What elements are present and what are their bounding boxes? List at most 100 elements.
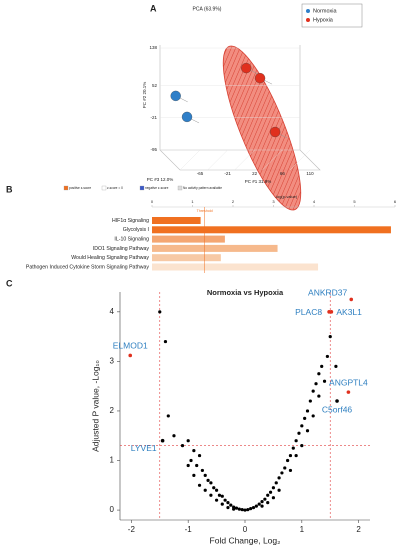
volcano-point xyxy=(303,416,307,420)
y-axis-label: Adjusted P value, -Log₁₀ xyxy=(90,360,100,452)
bar xyxy=(152,235,225,243)
volcano-point xyxy=(297,431,301,435)
volcano-point xyxy=(220,494,224,498)
volcano-point xyxy=(212,486,216,490)
volcano-point xyxy=(203,488,207,492)
volcano-point xyxy=(277,476,281,480)
y-tick-label: 0 xyxy=(110,505,115,514)
x-axis-label: PC #1 31.9% xyxy=(245,179,272,184)
volcano-point xyxy=(280,471,284,475)
volcano-point xyxy=(226,506,230,510)
volcano-point xyxy=(300,444,304,448)
volcano-point xyxy=(223,498,227,502)
volcano-point xyxy=(294,439,298,443)
pca-point xyxy=(254,72,266,84)
y-tick-label: 1 xyxy=(110,456,115,465)
volcano-point xyxy=(334,364,338,368)
pca-point xyxy=(170,90,181,102)
legend-swatch xyxy=(63,185,69,191)
y-tick-label: 3 xyxy=(110,357,115,366)
volcano-point xyxy=(271,496,276,500)
volcano-point xyxy=(172,434,176,438)
category-label: Would Healing Signaling Pathway xyxy=(71,255,149,261)
volcano-point xyxy=(166,414,170,418)
volcano-point xyxy=(314,382,318,386)
volcano-point xyxy=(274,481,278,485)
volcano-point xyxy=(243,508,247,512)
volcano-point xyxy=(186,439,190,443)
bar xyxy=(152,263,319,271)
x-tick-label: 0 xyxy=(243,525,248,534)
y-tick-label: 2 xyxy=(110,406,115,415)
x-tick-label: 2 xyxy=(232,199,235,204)
bar xyxy=(152,254,221,262)
gene-label: AK3L1 xyxy=(336,307,362,317)
panel-label: A xyxy=(150,3,157,13)
volcano-point xyxy=(308,399,312,403)
volcano-point xyxy=(257,502,261,506)
volcano-point xyxy=(163,339,168,344)
panel-label: C xyxy=(6,278,13,288)
hypoxia-ellipse xyxy=(222,45,302,211)
volcano-point xyxy=(246,507,250,512)
volcano-point xyxy=(286,458,290,463)
volcano-point xyxy=(317,372,321,376)
y-tick-label: 138 xyxy=(149,45,157,50)
pca-point xyxy=(241,62,252,74)
volcano-point xyxy=(180,444,185,448)
volcano-point xyxy=(220,502,224,506)
gene-label: ELMOD1 xyxy=(113,341,148,351)
gene-point xyxy=(349,297,354,302)
volcano-point xyxy=(206,478,210,482)
category-label: IDO1 Signaling Pathway xyxy=(93,246,150,252)
gene-point xyxy=(329,310,334,314)
x-tick-label: 1 xyxy=(300,525,305,534)
volcano-point xyxy=(251,506,256,510)
x-tick-label: 66 xyxy=(280,171,286,176)
volcano-point xyxy=(260,504,264,508)
volcano-point xyxy=(254,504,258,508)
volcano-point xyxy=(203,473,207,477)
y-tick-label: -21 xyxy=(150,115,157,120)
panel-label: B xyxy=(6,184,13,194)
volcano-point xyxy=(186,463,190,468)
chart-title: Normoxia vs Hypoxia xyxy=(207,288,284,297)
x-tick-label: 6 xyxy=(394,199,397,204)
volcano-point xyxy=(271,486,276,490)
volcano-point xyxy=(192,449,196,453)
volcano-point xyxy=(249,507,253,511)
volcano-point xyxy=(229,503,233,507)
volcano-point xyxy=(288,468,293,473)
volcano-point xyxy=(217,493,222,497)
volcano-point xyxy=(266,493,270,497)
x-tick-label: -2 xyxy=(128,525,136,534)
legend-swatch xyxy=(306,9,310,13)
bar xyxy=(152,217,201,224)
volcano-point xyxy=(311,389,315,393)
gene-label: ANKRD37 xyxy=(308,288,347,298)
x-axis-label: -log(p-value) xyxy=(275,194,298,199)
x-tick-label: 22 xyxy=(252,171,258,176)
volcano-point xyxy=(189,458,193,463)
legend-label: negative z-score xyxy=(145,186,169,190)
bar xyxy=(152,226,391,234)
pca-legend-box xyxy=(301,3,363,28)
y-tick-label: 4 xyxy=(110,307,115,316)
x-grid-line xyxy=(179,149,201,171)
volcano-point xyxy=(322,379,327,383)
volcano-point xyxy=(305,409,310,413)
category-label: Glycolysis I xyxy=(123,227,149,233)
y-tick-label: 52 xyxy=(152,83,158,88)
x-tick-label: 2 xyxy=(356,525,361,534)
threshold-label: Threshold xyxy=(197,209,213,213)
x-tick-label: 3 xyxy=(272,199,275,204)
volcano-point xyxy=(320,364,324,368)
x-axis-label: Fold Change, Log₂ xyxy=(210,535,281,545)
gene-label: ANGPTL4 xyxy=(329,377,368,387)
category-label: HIF1α Signaling xyxy=(112,218,149,224)
z-axis-label: PC #3 12.0% xyxy=(147,177,174,182)
volcano-point xyxy=(192,473,196,477)
category-label: IL-10 Signaling xyxy=(114,236,149,242)
x-grid-line xyxy=(262,149,283,171)
